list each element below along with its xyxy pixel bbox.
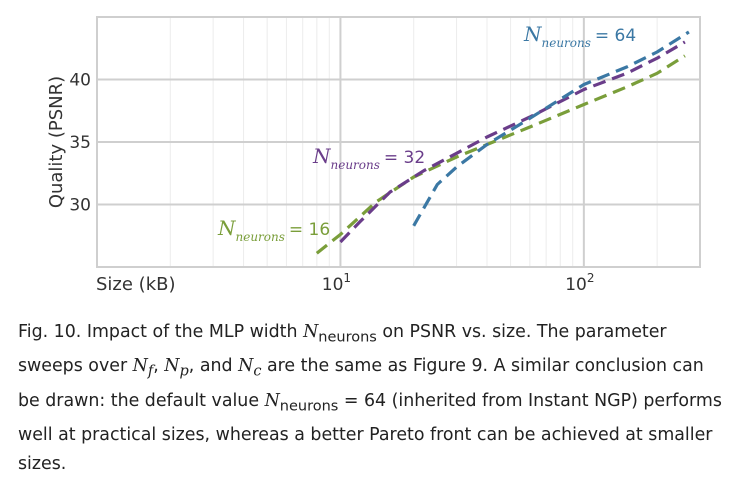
caption-text: are the same as Figure 9. A similar conc… bbox=[18, 356, 704, 411]
major-gridlines bbox=[97, 17, 700, 267]
caption-text: , bbox=[153, 356, 165, 377]
caption-math: N bbox=[303, 322, 319, 342]
x-tick-base: 10 bbox=[565, 275, 587, 295]
x-tick-labels: 101 102 bbox=[322, 271, 595, 295]
caption-math: N bbox=[164, 356, 180, 377]
x-tick-label: 102 bbox=[565, 271, 594, 295]
x-tick-label: 101 bbox=[322, 271, 351, 295]
x-tick-exponent: 2 bbox=[587, 271, 595, 285]
caption-math: N bbox=[238, 356, 254, 377]
y-tick-labels: 30 35 40 bbox=[69, 71, 91, 216]
x-axis-label: Size (kB) bbox=[96, 274, 176, 295]
caption-text: , and bbox=[188, 356, 239, 377]
y-tick-label: 35 bbox=[69, 133, 91, 153]
series-layer bbox=[315, 30, 690, 255]
caption-math: N bbox=[132, 356, 148, 377]
caption-subscript: f bbox=[147, 363, 154, 380]
x-tick-base: 10 bbox=[322, 275, 344, 295]
series-line-neurons-32 bbox=[339, 40, 686, 244]
x-tick-exponent: 1 bbox=[343, 271, 351, 285]
plot-frame bbox=[96, 16, 701, 268]
caption-text: Fig. 10. Impact of the MLP width bbox=[18, 322, 304, 342]
caption-math: N bbox=[264, 390, 280, 411]
caption-text: on PSNR vs. size. The parameter sweeps o… bbox=[18, 322, 667, 377]
caption-subscript: neurons bbox=[279, 398, 339, 415]
annotation-neurons-32: Nneurons = 32 bbox=[312, 144, 425, 172]
caption-subscript: p bbox=[179, 363, 189, 380]
series-line-neurons-64 bbox=[412, 30, 690, 227]
annotation-neurons-16: Nneurons = 16 bbox=[217, 216, 330, 244]
caption-subscript: c bbox=[253, 363, 262, 380]
caption-subscript: neurons bbox=[318, 329, 377, 346]
annotation-neurons-64: Nneurons = 64 bbox=[523, 22, 636, 50]
y-axis-label: Quality (PSNR) bbox=[46, 76, 67, 208]
y-tick-label: 30 bbox=[69, 196, 91, 216]
y-tick-label: 40 bbox=[69, 71, 91, 91]
figure-caption: Fig. 10. Impact of the MLP width Nneuron… bbox=[18, 318, 724, 479]
